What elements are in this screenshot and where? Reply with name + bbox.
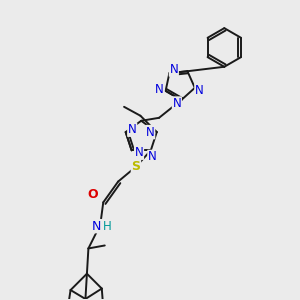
Text: N: N	[146, 126, 154, 139]
Text: N: N	[169, 63, 178, 76]
Text: N: N	[155, 83, 164, 96]
Text: N: N	[148, 150, 157, 164]
Text: O: O	[88, 188, 98, 201]
Text: N: N	[135, 146, 143, 159]
Text: N: N	[128, 123, 136, 136]
Text: N: N	[172, 97, 181, 110]
Text: S: S	[131, 160, 140, 173]
Text: H: H	[103, 220, 112, 233]
Text: N: N	[195, 84, 204, 97]
Text: N: N	[92, 220, 101, 233]
